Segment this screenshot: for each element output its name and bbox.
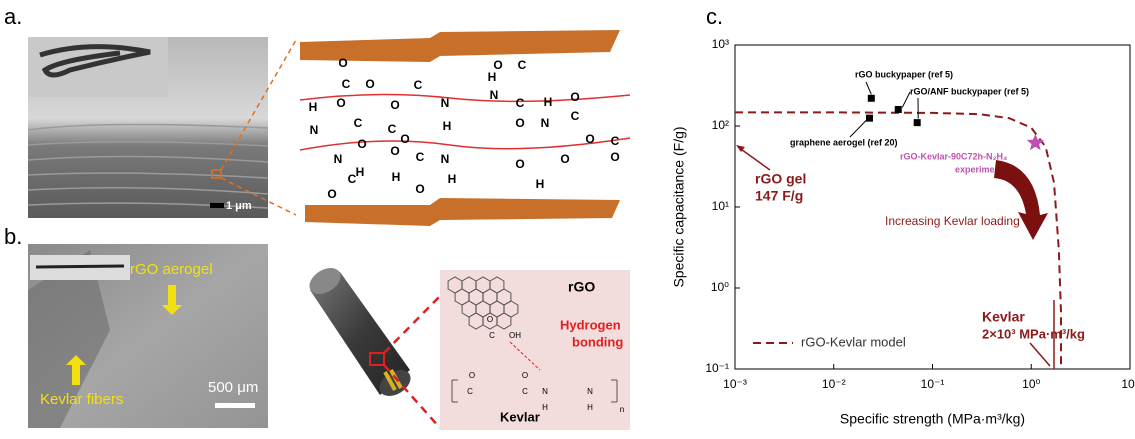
scale-bar-label: 500 μm (208, 379, 258, 396)
y-tick-label: 10¹ (712, 199, 729, 213)
y-tick-label: 10⁻¹ (705, 361, 729, 375)
hbond-label: Hydrogen (560, 317, 621, 332)
panel-label: b. (4, 224, 22, 249)
atom-label: O (610, 150, 619, 164)
pointer (866, 82, 871, 94)
atom-label: N (310, 123, 319, 137)
scale-bar-label: 1 μm (226, 200, 252, 212)
atom-label: O (585, 132, 594, 146)
atom-label: H (587, 403, 593, 412)
square-point (914, 119, 921, 126)
atom-label: N (542, 387, 548, 396)
atom-label: O (400, 132, 409, 146)
atom-label: H (309, 100, 318, 114)
atom-label: C (489, 331, 495, 340)
y-tick-label: 10⁰ (711, 280, 729, 294)
atom-label: N (541, 116, 550, 130)
x-tick-label: 10⁻¹ (921, 377, 945, 391)
atom-label: O (338, 56, 347, 70)
atom-label: C (354, 116, 363, 130)
panel-label: c. (706, 4, 723, 29)
point-label: rGO buckypaper (ref 5) (855, 69, 953, 79)
point-label: rGO-Kevlar-90C72h-N₂H₄ (900, 151, 1007, 161)
square-point (866, 115, 873, 122)
atom-label: O (560, 152, 569, 166)
atom-label: O (515, 116, 524, 130)
x-tick-label: 10⁻² (822, 377, 846, 391)
atom-label: H (443, 119, 452, 133)
atom-label: C (571, 109, 580, 123)
atom-label: N (490, 88, 499, 102)
atom-label: C (342, 77, 351, 91)
pointer (902, 92, 910, 107)
y-axis-label: Specific capacitance (F/g) (671, 126, 687, 287)
atom-label: C (522, 387, 528, 396)
annotation-arrow (738, 147, 770, 170)
atom-label: O (365, 77, 374, 91)
pointer (850, 120, 866, 137)
atom-label: O (515, 157, 524, 171)
atom-label: n (620, 405, 624, 414)
annotation: rGO gel (755, 171, 806, 187)
atom-label: O (390, 144, 399, 158)
kevlar-label: Kevlar (500, 409, 540, 424)
atom-label: H (392, 170, 401, 184)
atom-label: H (542, 403, 548, 412)
atom-label: C (348, 172, 357, 186)
square-point (868, 95, 875, 102)
atom-label: C (467, 387, 473, 396)
point-label: graphene aerogel (ref 20) (790, 137, 898, 147)
annotation-arrow (1030, 343, 1050, 366)
square-point (895, 106, 902, 113)
y-tick-label: 10³ (712, 37, 729, 51)
atom-label: N (587, 387, 593, 396)
annotation: 2×10³ MPa·m³/kg (982, 326, 1085, 341)
atom-label: C (414, 78, 423, 92)
atom-label: OH (509, 331, 521, 340)
annotation: Kevlar (982, 309, 1025, 325)
atom-label: C (516, 96, 525, 110)
point-label: rGO/ANF buckypaper (ref 5) (910, 86, 1029, 96)
atom-label: O (390, 98, 399, 112)
atom-label: C (611, 134, 620, 148)
rgo-label: rGO (568, 279, 595, 295)
x-tick-label: 10⁰ (1022, 377, 1040, 391)
atom-label: O (327, 187, 336, 201)
atom-label: N (441, 96, 450, 110)
schematic-a (300, 30, 630, 226)
atom-label: O (357, 137, 366, 151)
atom-label: N (334, 152, 343, 166)
annotation: Increasing Kevlar loading (885, 214, 1020, 228)
atom-label: C (388, 122, 397, 136)
atom-label: C (518, 58, 527, 72)
hbond-label: bonding (572, 334, 623, 349)
atom-label: C (416, 150, 425, 164)
atom-label: O (469, 371, 475, 380)
atom-label: N (441, 152, 450, 166)
atom-label: O (522, 371, 528, 380)
y-tick-label: 10² (712, 118, 729, 132)
atom-label: H (544, 95, 553, 109)
atom-label: O (570, 90, 579, 104)
star-point (1027, 134, 1044, 150)
x-tick-label: 10¹ (1121, 377, 1135, 391)
sem-label: Kevlar fibers (40, 391, 123, 408)
sem-image-a (28, 37, 296, 218)
x-tick-label: 10⁻³ (723, 377, 747, 391)
annotation: 147 F/g (755, 188, 803, 204)
atom-label: O (487, 315, 493, 324)
atom-label: H (448, 172, 457, 186)
atom-label: O (336, 96, 345, 110)
legend-label: rGO-Kevlar model (801, 334, 906, 349)
figure: a.b.c.1 μmOCOHNOCOCNHOCOHNCOHOCNHOOCNHCO… (0, 0, 1135, 434)
sem-label: rGO aerogel (130, 261, 213, 278)
x-axis-label: Specific strength (MPa·m³/kg) (840, 411, 1025, 427)
atom-label: H (356, 165, 365, 179)
atom-label: H (536, 177, 545, 191)
panel-label: a. (4, 4, 22, 29)
atom-label: H (488, 70, 497, 84)
atom-label: O (415, 182, 424, 196)
